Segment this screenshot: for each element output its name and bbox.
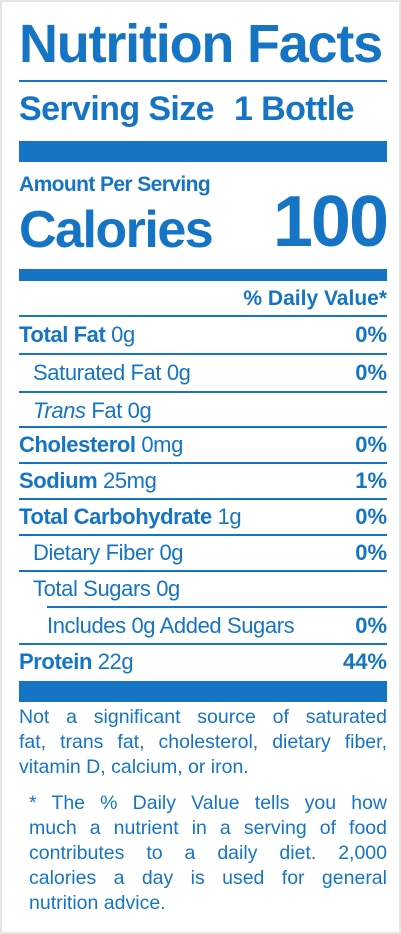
divider [19,315,387,317]
nutrient-name: Sodium [19,468,98,493]
calories-value: 100 [272,182,389,262]
nutrient-row-added-sugars: Includes 0g Added Sugars 0% [19,608,387,644]
nutrient-daily-value: 0% [355,540,387,565]
serving-size: Serving Size 1 Bottle [19,88,387,130]
nutrient-row-dietary-fiber: Dietary Fiber 0g 0% [19,535,387,571]
divider [19,426,387,428]
divider [19,570,387,572]
nutrient-name: Total Carbohydrate [19,504,212,529]
nutrient-row-total-fat: Total Fat 0g 0% [19,317,387,353]
divider [19,498,387,500]
nutrient-amount: 1g [217,504,242,529]
footnote-line: * The % Daily Value tells you how [29,792,387,814]
medium-divider [19,269,387,281]
divider [19,534,387,536]
calories-label: Calories [19,201,214,259]
nutrient-daily-value: 0% [355,432,387,457]
divider [19,643,387,645]
nutrient-row-cholesterol: Cholesterol 0mg 0% [19,427,387,463]
nutrient-row-trans-fat: Trans Fat 0g [19,393,387,429]
amount-per-serving: Amount Per Serving [19,173,211,196]
nutrient-amount: 25mg [102,468,157,493]
nutrient-row-protein: Protein 22g 44% [19,644,387,680]
serving-size-value: 1 Bottle [234,90,354,128]
thick-divider [19,681,387,702]
label-title: Nutrition Facts [19,14,383,74]
footnote-line: fat, trans fat, cholesterol, dietary fib… [19,731,387,753]
nutrient-row-total-carbohydrate: Total Carbohydrate 1g 0% [19,499,387,535]
daily-value-header: % Daily Value* [243,287,387,310]
nutrient-name: Saturated Fat [33,360,162,385]
nutrient-amount: 0g [111,322,135,347]
nutrient-name: Protein [19,649,92,674]
nutrient-amount: 0g [159,540,184,565]
nutrient-daily-value: 0% [355,504,387,529]
footnote-daily-value: * The % Daily Value tells you how much a… [29,791,387,916]
nutrient-name: Includes 0g Added Sugars [47,613,295,638]
footnote-line: calories a day is used for general [29,867,387,889]
divider [19,391,387,393]
footnote-line: nutrition advice. [29,892,166,914]
nutrient-daily-value: 44% [342,649,387,674]
nutrient-name: Dietary Fiber [33,540,154,565]
nutrient-amount: 0g [156,576,180,601]
nutrient-name: Total Sugars [33,576,151,601]
nutrient-amount: 0g [127,398,152,423]
nutrient-amount: 22g [97,649,134,674]
nutrient-daily-value: 0% [355,322,387,347]
nutrient-row-total-sugars: Total Sugars 0g [19,571,387,607]
thick-divider [19,141,387,162]
nutrient-daily-value: 1% [355,468,387,493]
nutrient-name: Cholesterol [19,432,136,457]
nutrient-row-saturated-fat: Saturated Fat 0g 0% [19,355,387,391]
nutrient-amount: 0g [166,360,191,385]
nutrient-daily-value: 0% [355,360,387,385]
nutrient-amount: 0mg [141,432,183,457]
divider [19,80,387,82]
footnote-line: contributes to a daily diet. 2,000 [29,842,387,864]
divider [19,353,387,355]
nutrient-daily-value: 0% [355,613,387,638]
divider [19,462,387,464]
nutrient-name-italic: Trans [33,398,86,423]
serving-size-label: Serving Size [19,90,215,128]
nutrient-name: Total Fat [19,322,106,347]
divider [47,606,387,608]
footnote-line: much a nutrient in a serving of food [29,817,387,839]
nutrient-name: Fat [91,398,122,423]
footnote-line: vitamin D, calcium, or iron. [19,756,249,778]
nutrient-row-sodium: Sodium 25mg 1% [19,463,387,499]
footnote-line: Not a significant source of saturated [19,706,387,728]
footnote-not-significant: Not a significant source of saturated fa… [19,705,387,780]
